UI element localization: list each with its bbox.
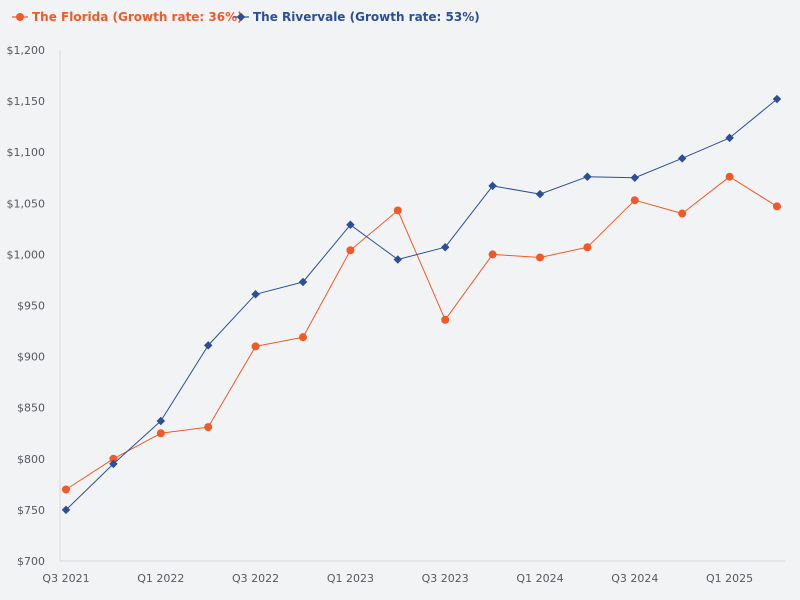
data-point	[203, 341, 213, 350]
data-point	[61, 505, 71, 515]
data-point	[583, 172, 592, 181]
data-point	[109, 459, 118, 469]
y-tick-label: $1,000	[7, 248, 46, 261]
data-point	[156, 416, 166, 426]
data-point	[440, 243, 450, 252]
data-point	[346, 220, 355, 230]
data-point	[773, 202, 781, 211]
x-tick-label: Q3 2023	[422, 572, 469, 585]
data-point	[630, 173, 640, 182]
legend-item-the-rivervale[interactable]: The Rivervale (Growth rate: 53%)	[233, 10, 480, 24]
data-point	[393, 255, 403, 264]
data-point	[156, 429, 165, 438]
x-tick-label: Q1 2024	[516, 572, 563, 585]
legend: The Florida (Growth rate: 36%) The River…	[12, 10, 480, 24]
data-point	[251, 342, 260, 351]
data-point	[535, 189, 545, 199]
series-line-the-florida	[65, 176, 778, 490]
data-point	[488, 250, 497, 259]
series-layer	[61, 94, 782, 515]
y-tick-label: $750	[17, 504, 45, 517]
y-tick-label: $700	[17, 555, 45, 568]
y-tick-label: $950	[17, 300, 45, 313]
data-point	[204, 423, 213, 432]
data-point	[536, 253, 544, 262]
y-tick-label: $1,200	[7, 44, 46, 57]
data-point	[299, 333, 307, 342]
x-tick-label: Q1 2022	[137, 572, 184, 585]
x-tick-label: Q1 2025	[706, 572, 753, 585]
data-point	[488, 181, 497, 191]
data-point	[393, 206, 402, 215]
y-tick-label: $1,150	[7, 95, 46, 108]
x-tick-label: Q3 2021	[42, 572, 89, 585]
data-point	[630, 196, 639, 205]
x-tick-label: Q3 2024	[611, 572, 658, 585]
data-point	[583, 243, 592, 252]
x-tick-label: Q1 2023	[327, 572, 374, 585]
y-tick-label: $1,050	[7, 197, 46, 210]
data-point	[441, 315, 450, 324]
data-point	[62, 485, 70, 494]
data-point	[677, 154, 687, 163]
y-tick-label: $1,100	[7, 146, 46, 159]
x-tick-label: Q3 2022	[232, 572, 279, 585]
legend-marker-the-florida	[16, 13, 24, 21]
data-point	[346, 246, 355, 255]
data-point	[109, 454, 118, 463]
y-tick-label: $900	[17, 351, 45, 364]
series-the-rivervale	[61, 94, 782, 515]
data-point	[298, 277, 308, 287]
series-line-the-rivervale	[65, 98, 778, 511]
y-tick-label: $800	[17, 453, 45, 466]
axes: $700 $750 $800 $850 $900 $950 $1,000 $1,050 $1,1…	[7, 44, 785, 585]
legend-label-the-rivervale: The Rivervale (Growth rate: 53%)	[253, 10, 480, 24]
data-point	[725, 172, 734, 181]
y-tick-label: $850	[17, 402, 45, 415]
legend-item-the-florida[interactable]: The Florida (Growth rate: 36%)	[12, 10, 243, 24]
series-the-florida	[62, 172, 781, 494]
data-point	[678, 209, 687, 218]
data-point	[251, 290, 260, 299]
legend-label-the-florida: The Florida (Growth rate: 36%)	[32, 10, 243, 24]
